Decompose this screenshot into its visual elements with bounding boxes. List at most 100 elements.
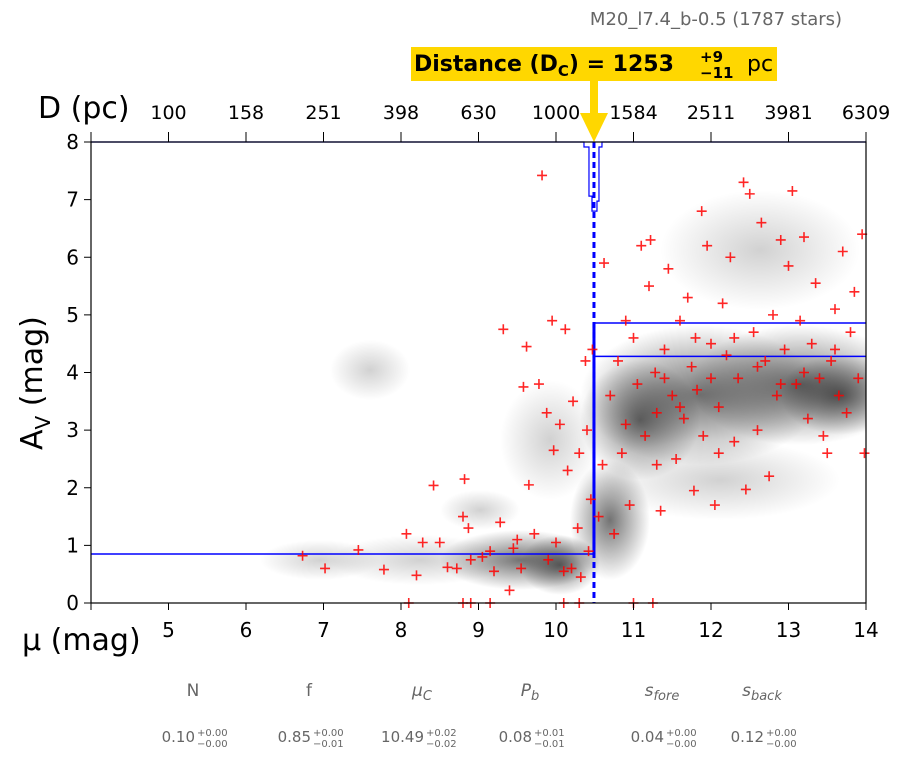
star-point [568, 396, 579, 407]
star-point [717, 298, 728, 309]
distance-mid: ) = 1253 [569, 52, 674, 77]
star-point [748, 327, 759, 338]
star-point [667, 390, 678, 401]
star-point [512, 534, 523, 545]
star-point [849, 286, 860, 297]
star-point [775, 234, 786, 245]
star-point [752, 425, 763, 436]
star-point [518, 381, 529, 392]
star-point [692, 384, 703, 395]
star-point [442, 562, 453, 573]
star-point [675, 402, 685, 413]
star-point [411, 570, 422, 581]
chart-title: M20_l7.4_b-0.5 (1787 stars) [590, 9, 842, 30]
svg-text:Distance (DC) = 1253: Distance (DC) = 1253 [414, 52, 674, 80]
x-tick-label: 8 [395, 618, 408, 642]
parameter-plus-error: +0.00 [313, 728, 344, 739]
star-point [650, 367, 661, 378]
top-tick-label: 398 [383, 102, 419, 124]
y-tick-label: 7 [66, 188, 79, 212]
star-point [787, 185, 798, 196]
parameter-label: N [187, 681, 200, 701]
star-point [729, 332, 740, 343]
y-tick-label: 4 [66, 361, 79, 385]
top-tick-label: 1000 [532, 102, 580, 124]
parameter-plus-error: +0.00 [197, 728, 228, 739]
star-point [434, 537, 445, 548]
star-point [498, 324, 509, 335]
distance-sup: +9 [700, 48, 723, 66]
star-point [744, 188, 755, 199]
star-point [713, 402, 724, 413]
star-point [566, 563, 577, 574]
star-point [740, 484, 751, 495]
star-point [764, 471, 775, 482]
star-point [417, 537, 428, 548]
top-tick-label: 251 [305, 102, 341, 124]
star-point [830, 344, 840, 355]
x-tick-label: 12 [698, 618, 723, 642]
star-point [833, 390, 844, 401]
y-axis-label: A [15, 429, 50, 450]
star-point [599, 258, 610, 269]
star-point [771, 390, 782, 401]
star-point [529, 528, 540, 539]
star-point [587, 344, 598, 355]
star-point [537, 170, 548, 181]
x-tick-label: 13 [776, 618, 801, 642]
star-point [548, 445, 559, 456]
star-point [768, 309, 778, 320]
star-point [477, 551, 488, 562]
svg-text:AV (mag): AV (mag) [15, 316, 55, 450]
star-point [541, 407, 552, 418]
parameter-plus-error: +0.00 [666, 728, 697, 739]
parameter-value: 0.04 [631, 728, 664, 746]
star-point [547, 315, 558, 326]
star-point [609, 528, 620, 539]
star-point [818, 430, 829, 441]
star-point [830, 304, 840, 315]
x-tick-label: 6 [240, 618, 253, 642]
star-point [465, 554, 476, 565]
star-point [451, 563, 462, 574]
star-point [791, 379, 802, 390]
top-tick-label: 6309 [842, 102, 890, 124]
star-point [775, 379, 786, 390]
x-tick-label: 10 [543, 618, 568, 642]
star-points [297, 170, 870, 608]
star-point [597, 459, 608, 470]
parameter-minus-error: −0.00 [766, 739, 797, 750]
star-point [378, 564, 389, 575]
star-point [508, 543, 519, 554]
star-point [837, 246, 848, 257]
star-point [651, 459, 662, 470]
star-point [543, 554, 554, 565]
parameter-value: 10.49 [381, 728, 424, 746]
distance-unit: pc [747, 52, 773, 77]
arrow-shaft [590, 81, 598, 115]
star-point [738, 177, 749, 188]
star-point [814, 373, 825, 384]
star-point [583, 546, 594, 557]
star-point [698, 430, 709, 441]
parameter-minus-error: −0.01 [534, 739, 565, 750]
x-tick-label: 14 [853, 618, 878, 642]
star-point [463, 523, 474, 534]
star-point [644, 281, 654, 292]
star-point [841, 407, 852, 418]
star-point [560, 324, 571, 335]
star-point [620, 419, 631, 430]
parameter-label: Pb [521, 681, 540, 704]
star-point [504, 585, 515, 596]
parameter-label: sback [742, 681, 782, 704]
star-point [523, 479, 534, 490]
distance-histogram [91, 141, 866, 212]
star-point [628, 332, 639, 343]
top-tick-label: 2511 [687, 102, 735, 124]
star-point [709, 500, 720, 511]
star-point [802, 413, 813, 424]
x-axis-label: μ (mag) [22, 623, 141, 658]
star-point [401, 528, 412, 539]
